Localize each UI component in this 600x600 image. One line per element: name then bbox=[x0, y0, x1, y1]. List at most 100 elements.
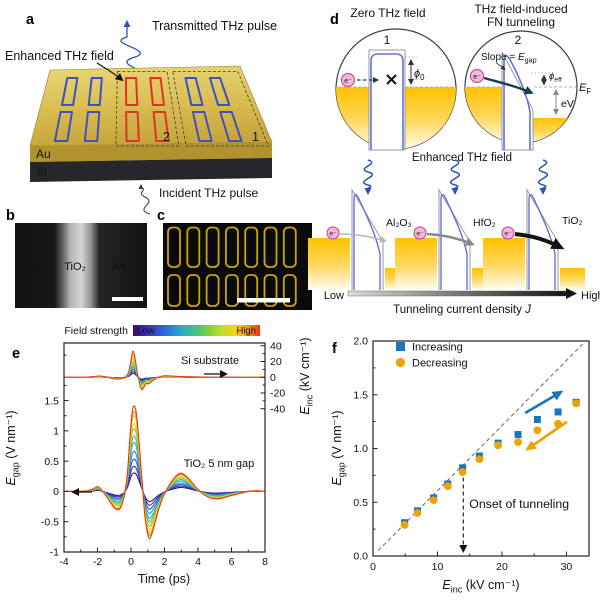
data-point bbox=[514, 431, 522, 439]
blue-antenna-outline bbox=[53, 111, 73, 142]
region-1-box bbox=[172, 71, 269, 147]
red-antenna-outline bbox=[149, 77, 165, 106]
blue-antenna-outline bbox=[184, 77, 204, 106]
region-2-label: 2 bbox=[163, 130, 170, 144]
barrier-outline bbox=[351, 188, 384, 290]
legend-circle-icon bbox=[395, 357, 406, 368]
electron-label: e⁻ bbox=[473, 74, 481, 81]
electron-icon bbox=[413, 226, 427, 240]
phi0-label: ϕ0 bbox=[414, 68, 425, 82]
thz-pulse-icon bbox=[363, 159, 373, 191]
y-left-tick-label: 1.5 bbox=[44, 395, 59, 407]
tem-micrograph bbox=[15, 223, 147, 308]
antenna-outline bbox=[186, 226, 201, 268]
circle1-number: 1 bbox=[384, 33, 391, 47]
onset-annotation: Onset of tunneling bbox=[469, 497, 569, 511]
thz-pulse-icons bbox=[363, 159, 548, 195]
axes-box bbox=[63, 342, 266, 553]
enhanced-field-arrow-icon bbox=[96, 62, 124, 82]
axis-ticks bbox=[372, 340, 567, 557]
panel-label-b: b bbox=[6, 208, 15, 224]
panel-b-tem-image: b Au TiO₂ Au bbox=[6, 208, 147, 308]
incident-label: Incident THz pulse bbox=[159, 186, 258, 200]
y-left-tick-label: 0 bbox=[53, 486, 59, 498]
si-substrate-trace bbox=[63, 350, 265, 391]
y-right-tick-label: 0 bbox=[270, 372, 276, 384]
y-left-tick-label: 1 bbox=[53, 426, 59, 438]
antenna-outline bbox=[205, 274, 220, 307]
barrier-outline bbox=[438, 188, 471, 290]
antenna-array bbox=[53, 77, 243, 142]
antenna-outline bbox=[205, 226, 220, 268]
weak-tunneling-arrow-icon bbox=[339, 233, 387, 243]
data-point bbox=[475, 455, 484, 464]
tio2-gap-trace bbox=[63, 428, 266, 527]
panel-c-antenna-image: c bbox=[157, 208, 312, 310]
panel-label-d: d bbox=[330, 12, 339, 28]
tunneling-arrow-icon bbox=[483, 76, 534, 95]
electron-icon bbox=[326, 226, 340, 240]
data-point bbox=[572, 399, 581, 408]
gold-side-face bbox=[30, 142, 272, 162]
tio2-gap-trace bbox=[63, 423, 266, 530]
data-point bbox=[458, 468, 467, 477]
antenna-outline bbox=[282, 226, 297, 268]
incident-pulse-group: Incident THz pulse bbox=[138, 184, 258, 215]
gradient-arrow-bar bbox=[347, 290, 567, 297]
electron-label: e⁻ bbox=[416, 231, 423, 238]
antenna-outline bbox=[244, 226, 259, 268]
enhanced-field-callout: Enhanced THz field bbox=[5, 49, 124, 82]
high-label: High bbox=[581, 290, 600, 302]
fn-tunneling-diagram: 2 Slope = Egap e⁻ ϕeff eV EF bbox=[464, 30, 591, 151]
electron-icon bbox=[501, 226, 515, 240]
region-2-box bbox=[115, 71, 180, 147]
antenna-outline bbox=[282, 274, 297, 307]
blue-antenna-outline bbox=[87, 77, 103, 106]
data-point bbox=[514, 438, 522, 446]
x-tick-label: -2 bbox=[93, 556, 102, 568]
si-layer-label: Si bbox=[36, 165, 47, 179]
si-substrate-annotation: Si substrate bbox=[181, 355, 239, 367]
x-tick-label: 20 bbox=[496, 561, 508, 573]
x-tick-label: 2 bbox=[162, 556, 168, 568]
tio2-gap-trace bbox=[63, 435, 266, 523]
y-right-tick-label: 40 bbox=[270, 340, 282, 352]
legend: Increasing Decreasing bbox=[395, 342, 468, 370]
si-substrate-trace bbox=[63, 368, 265, 382]
legend-square-icon bbox=[396, 342, 405, 351]
x-axis-label: Time (ps) bbox=[138, 572, 190, 586]
blocked-cross-icon bbox=[386, 74, 397, 85]
panel-f-scatter-chart: f Onset of tunneling 0 10 20 30 0.0 0.5 1.0 1.5 2… bbox=[330, 336, 590, 594]
colorbar-title: Field strength bbox=[64, 325, 128, 337]
data-point bbox=[429, 496, 438, 504]
data-point bbox=[554, 408, 562, 416]
antenna-outline bbox=[167, 226, 181, 268]
electron-icon bbox=[470, 69, 484, 83]
slope-label: Slope = Egap bbox=[481, 52, 537, 65]
antenna-outline bbox=[186, 274, 201, 307]
gold-electrode-left bbox=[308, 238, 350, 290]
linear-reference-line bbox=[377, 343, 583, 551]
y-tick-label: 0.0 bbox=[353, 551, 368, 563]
electron-icon bbox=[341, 73, 355, 87]
data-point bbox=[413, 509, 422, 517]
data-point bbox=[459, 464, 467, 472]
panel-label-c: c bbox=[157, 208, 165, 224]
slope-pointer-icon bbox=[495, 62, 506, 71]
panel-label-f: f bbox=[332, 341, 337, 357]
silicon-side-face bbox=[30, 158, 272, 182]
tio2-gap-trace bbox=[63, 441, 266, 520]
y-tick-label: 0.5 bbox=[353, 497, 368, 509]
y-left-tick-label: -0.5 bbox=[41, 516, 59, 528]
x-tick-label: -4 bbox=[59, 556, 68, 568]
axis-ticks bbox=[63, 345, 266, 553]
x-tick-label: 0 bbox=[128, 556, 134, 568]
zero-field-diagram: 1 e⁻ ϕ0 bbox=[335, 28, 457, 151]
x-tick-label: 8 bbox=[262, 556, 268, 568]
panel-label-e: e bbox=[12, 346, 20, 362]
tio2-gap-trace bbox=[64, 465, 266, 506]
field-strength-colorbar bbox=[133, 325, 260, 336]
tilted-barrier-outline bbox=[501, 51, 534, 151]
panel-d-band-diagrams: d Zero THz field THz field-induced FN tu… bbox=[308, 2, 600, 316]
gold-electrode-right bbox=[533, 118, 577, 143]
